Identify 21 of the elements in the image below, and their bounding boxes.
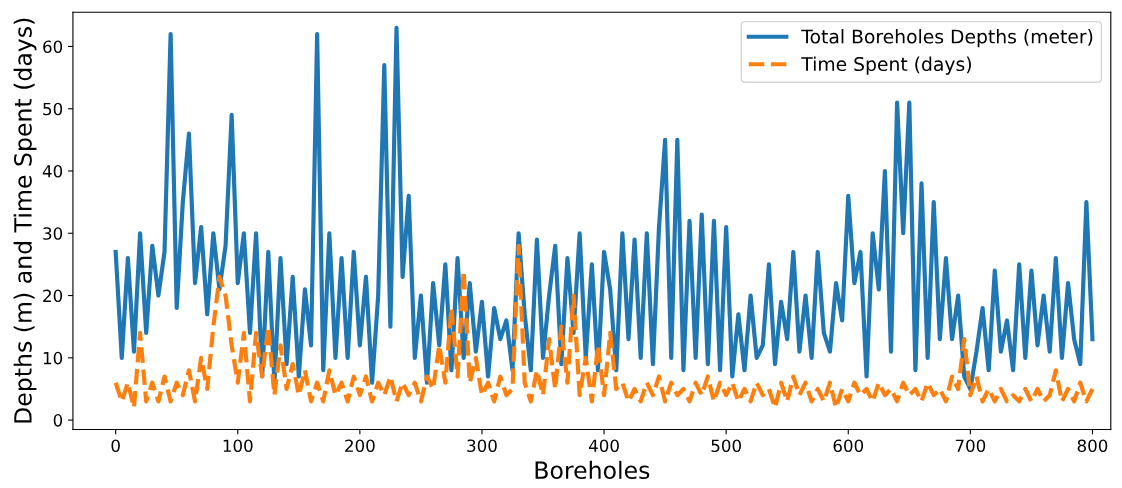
legend-label: Total Boreholes Depths (meter) bbox=[801, 29, 1093, 48]
x-tick-label: 600 bbox=[833, 439, 864, 453]
y-tick-label: 0 bbox=[53, 414, 63, 427]
y-tick-label: 60 bbox=[43, 40, 63, 54]
x-tick-label: 200 bbox=[345, 439, 375, 453]
y-tick-label: 50 bbox=[43, 102, 63, 116]
x-axis-title: Boreholes bbox=[535, 460, 650, 480]
y-tick-label: 40 bbox=[42, 164, 63, 178]
y-axis-title: Depths (m) and Time Spent (days) bbox=[13, 18, 37, 423]
line-series bbox=[113, 25, 1095, 392]
x-tick-label: 400 bbox=[588, 439, 619, 453]
y-tick-label: 30 bbox=[43, 227, 63, 240]
x-tick-label: 800 bbox=[1077, 439, 1108, 453]
x-tick-label: 100 bbox=[223, 439, 253, 453]
y-tick-label: 20 bbox=[43, 289, 63, 303]
x-tick-label: 300 bbox=[467, 439, 497, 453]
x-tick-label: 500 bbox=[711, 439, 741, 453]
x-tick-label: 700 bbox=[955, 439, 986, 453]
legend-label: Time Spent (days) bbox=[801, 56, 971, 75]
x-tick-label: 0 bbox=[111, 439, 120, 453]
y-tick-label: 10 bbox=[43, 351, 63, 365]
